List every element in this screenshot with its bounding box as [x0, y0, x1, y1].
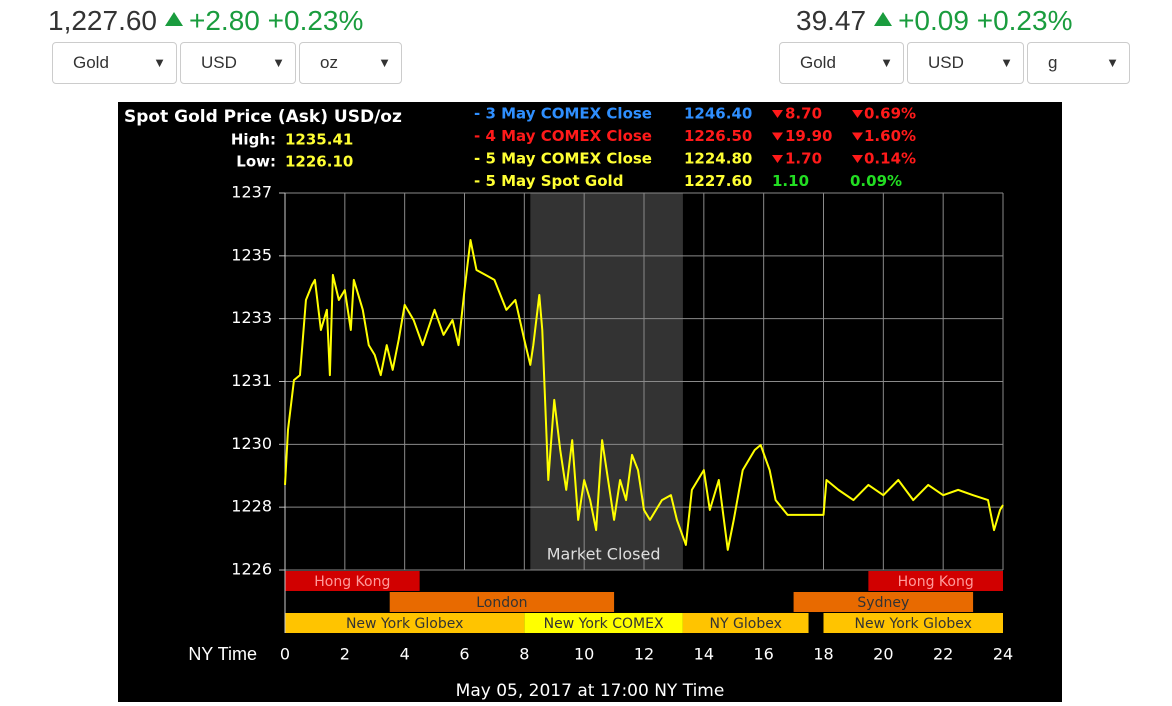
down-arrow — [852, 155, 863, 163]
close-label: - 5 May Spot Gold — [474, 172, 623, 190]
close-percent: 0.09% — [850, 172, 902, 190]
session-band — [682, 613, 809, 633]
select-text: Gold — [73, 53, 109, 72]
session-band — [868, 571, 1003, 591]
close-percent: 1.60% — [864, 127, 916, 145]
close-label: - 3 May COMEX Close — [474, 105, 652, 123]
select-text: oz — [320, 53, 338, 72]
x-tick-label: 10 — [574, 645, 594, 664]
metal-select[interactable]: Gold ▼ — [52, 42, 177, 84]
session-band — [793, 592, 974, 612]
close-change: 1.10 — [772, 172, 809, 190]
y-tick-label: 1226 — [231, 560, 272, 579]
y-tick-label: 1228 — [231, 497, 272, 516]
session-label: Sydney — [857, 595, 909, 611]
y-tick-label: 1235 — [231, 245, 272, 264]
session-band — [285, 571, 420, 591]
low-label: Low: — [236, 153, 276, 171]
x-tick-label: 16 — [753, 645, 773, 664]
quote-widget: 39.47 +0.09 +0.23% Gold ▼ USD ▼ g ▼ — [779, 4, 1130, 84]
close-change: 19.90 — [785, 127, 832, 145]
quote: 39.47 +0.09 +0.23% — [796, 4, 1072, 38]
unit-select[interactable]: g ▼ — [1027, 42, 1130, 84]
session-label: Hong Kong — [898, 574, 974, 590]
select-text: g — [1048, 53, 1058, 72]
x-tick-label: 2 — [340, 645, 350, 664]
percent: +0.23% — [976, 5, 1073, 36]
price: 1,227.60 — [48, 5, 157, 36]
high-label: High: — [231, 131, 276, 149]
close-label: - 4 May COMEX Close — [474, 127, 652, 145]
footer: May 05, 2017 at 17:00 NY Time — [456, 681, 725, 701]
close-percent: 0.14% — [864, 150, 916, 168]
x-tick-label: 14 — [694, 645, 714, 664]
metal-select[interactable]: Gold ▼ — [779, 42, 904, 84]
session-band — [285, 613, 525, 633]
x-tick-label: 18 — [813, 645, 833, 664]
down-arrow — [852, 110, 863, 118]
x-tick-label: 4 — [400, 645, 410, 664]
x-tick-label: 12 — [634, 645, 654, 664]
close-label: - 5 May COMEX Close — [474, 150, 652, 168]
session-label: New York Globex — [346, 616, 463, 632]
currency-select[interactable]: USD ▼ — [180, 42, 296, 84]
session-band — [823, 613, 1003, 633]
x-tick-label: 22 — [933, 645, 953, 664]
close-price: 1246.40 — [684, 105, 752, 123]
y-tick-label: 1233 — [231, 308, 272, 327]
x-tick-label: 8 — [519, 645, 529, 664]
x-tick-label: 0 — [280, 645, 290, 664]
percent: +0.23% — [267, 5, 364, 36]
session-band — [524, 613, 683, 633]
down-arrow — [772, 132, 783, 141]
session-label: NY Globex — [710, 616, 782, 632]
low-value: 1226.10 — [285, 153, 353, 171]
quote: 1,227.60 +2.80 +0.23% — [48, 4, 363, 38]
close-price: 1227.60 — [684, 172, 752, 190]
quote-widget: 1,227.60 +2.80 +0.23% Gold ▼ USD ▼ oz ▼ — [48, 4, 402, 84]
chart-title: Spot Gold Price (Ask) USD/oz — [124, 107, 402, 127]
x-tick-label: 20 — [873, 645, 893, 664]
up-arrow — [874, 12, 893, 26]
down-arrow — [852, 132, 863, 141]
unit-select[interactable]: oz ▼ — [299, 42, 402, 84]
y-tick-label: 1237 — [231, 183, 272, 202]
up-arrow — [165, 12, 183, 26]
close-change: 8.70 — [785, 105, 822, 123]
y-tick-label: 1231 — [231, 371, 272, 390]
price-line — [284, 238, 1004, 551]
market-closed-label: Market Closed — [547, 545, 661, 564]
x-axis-label: NY Time — [188, 644, 257, 664]
x-tick-label: 6 — [459, 645, 469, 664]
session-band — [389, 592, 615, 612]
close-percent: 0.69% — [864, 105, 916, 123]
change: +0.09 — [898, 5, 969, 36]
session-label: New York COMEX — [544, 616, 664, 632]
session-label: Hong Kong — [314, 574, 390, 590]
select-text: Gold — [800, 53, 836, 72]
session-label: New York Globex — [855, 616, 972, 632]
down-arrow — [772, 155, 783, 163]
select-text: USD — [201, 53, 237, 72]
y-tick-label: 1230 — [231, 434, 272, 453]
change: +2.80 — [189, 5, 260, 36]
close-change: 1.70 — [785, 150, 822, 168]
session-label: London — [476, 595, 527, 611]
down-arrow — [772, 110, 783, 118]
x-tick-label: 24 — [993, 645, 1013, 664]
select-text: USD — [928, 53, 964, 72]
high-value: 1235.41 — [285, 131, 353, 149]
close-price: 1224.80 — [684, 150, 752, 168]
price: 39.47 — [796, 5, 867, 36]
close-price: 1226.50 — [684, 127, 752, 145]
currency-select[interactable]: USD ▼ — [907, 42, 1024, 84]
